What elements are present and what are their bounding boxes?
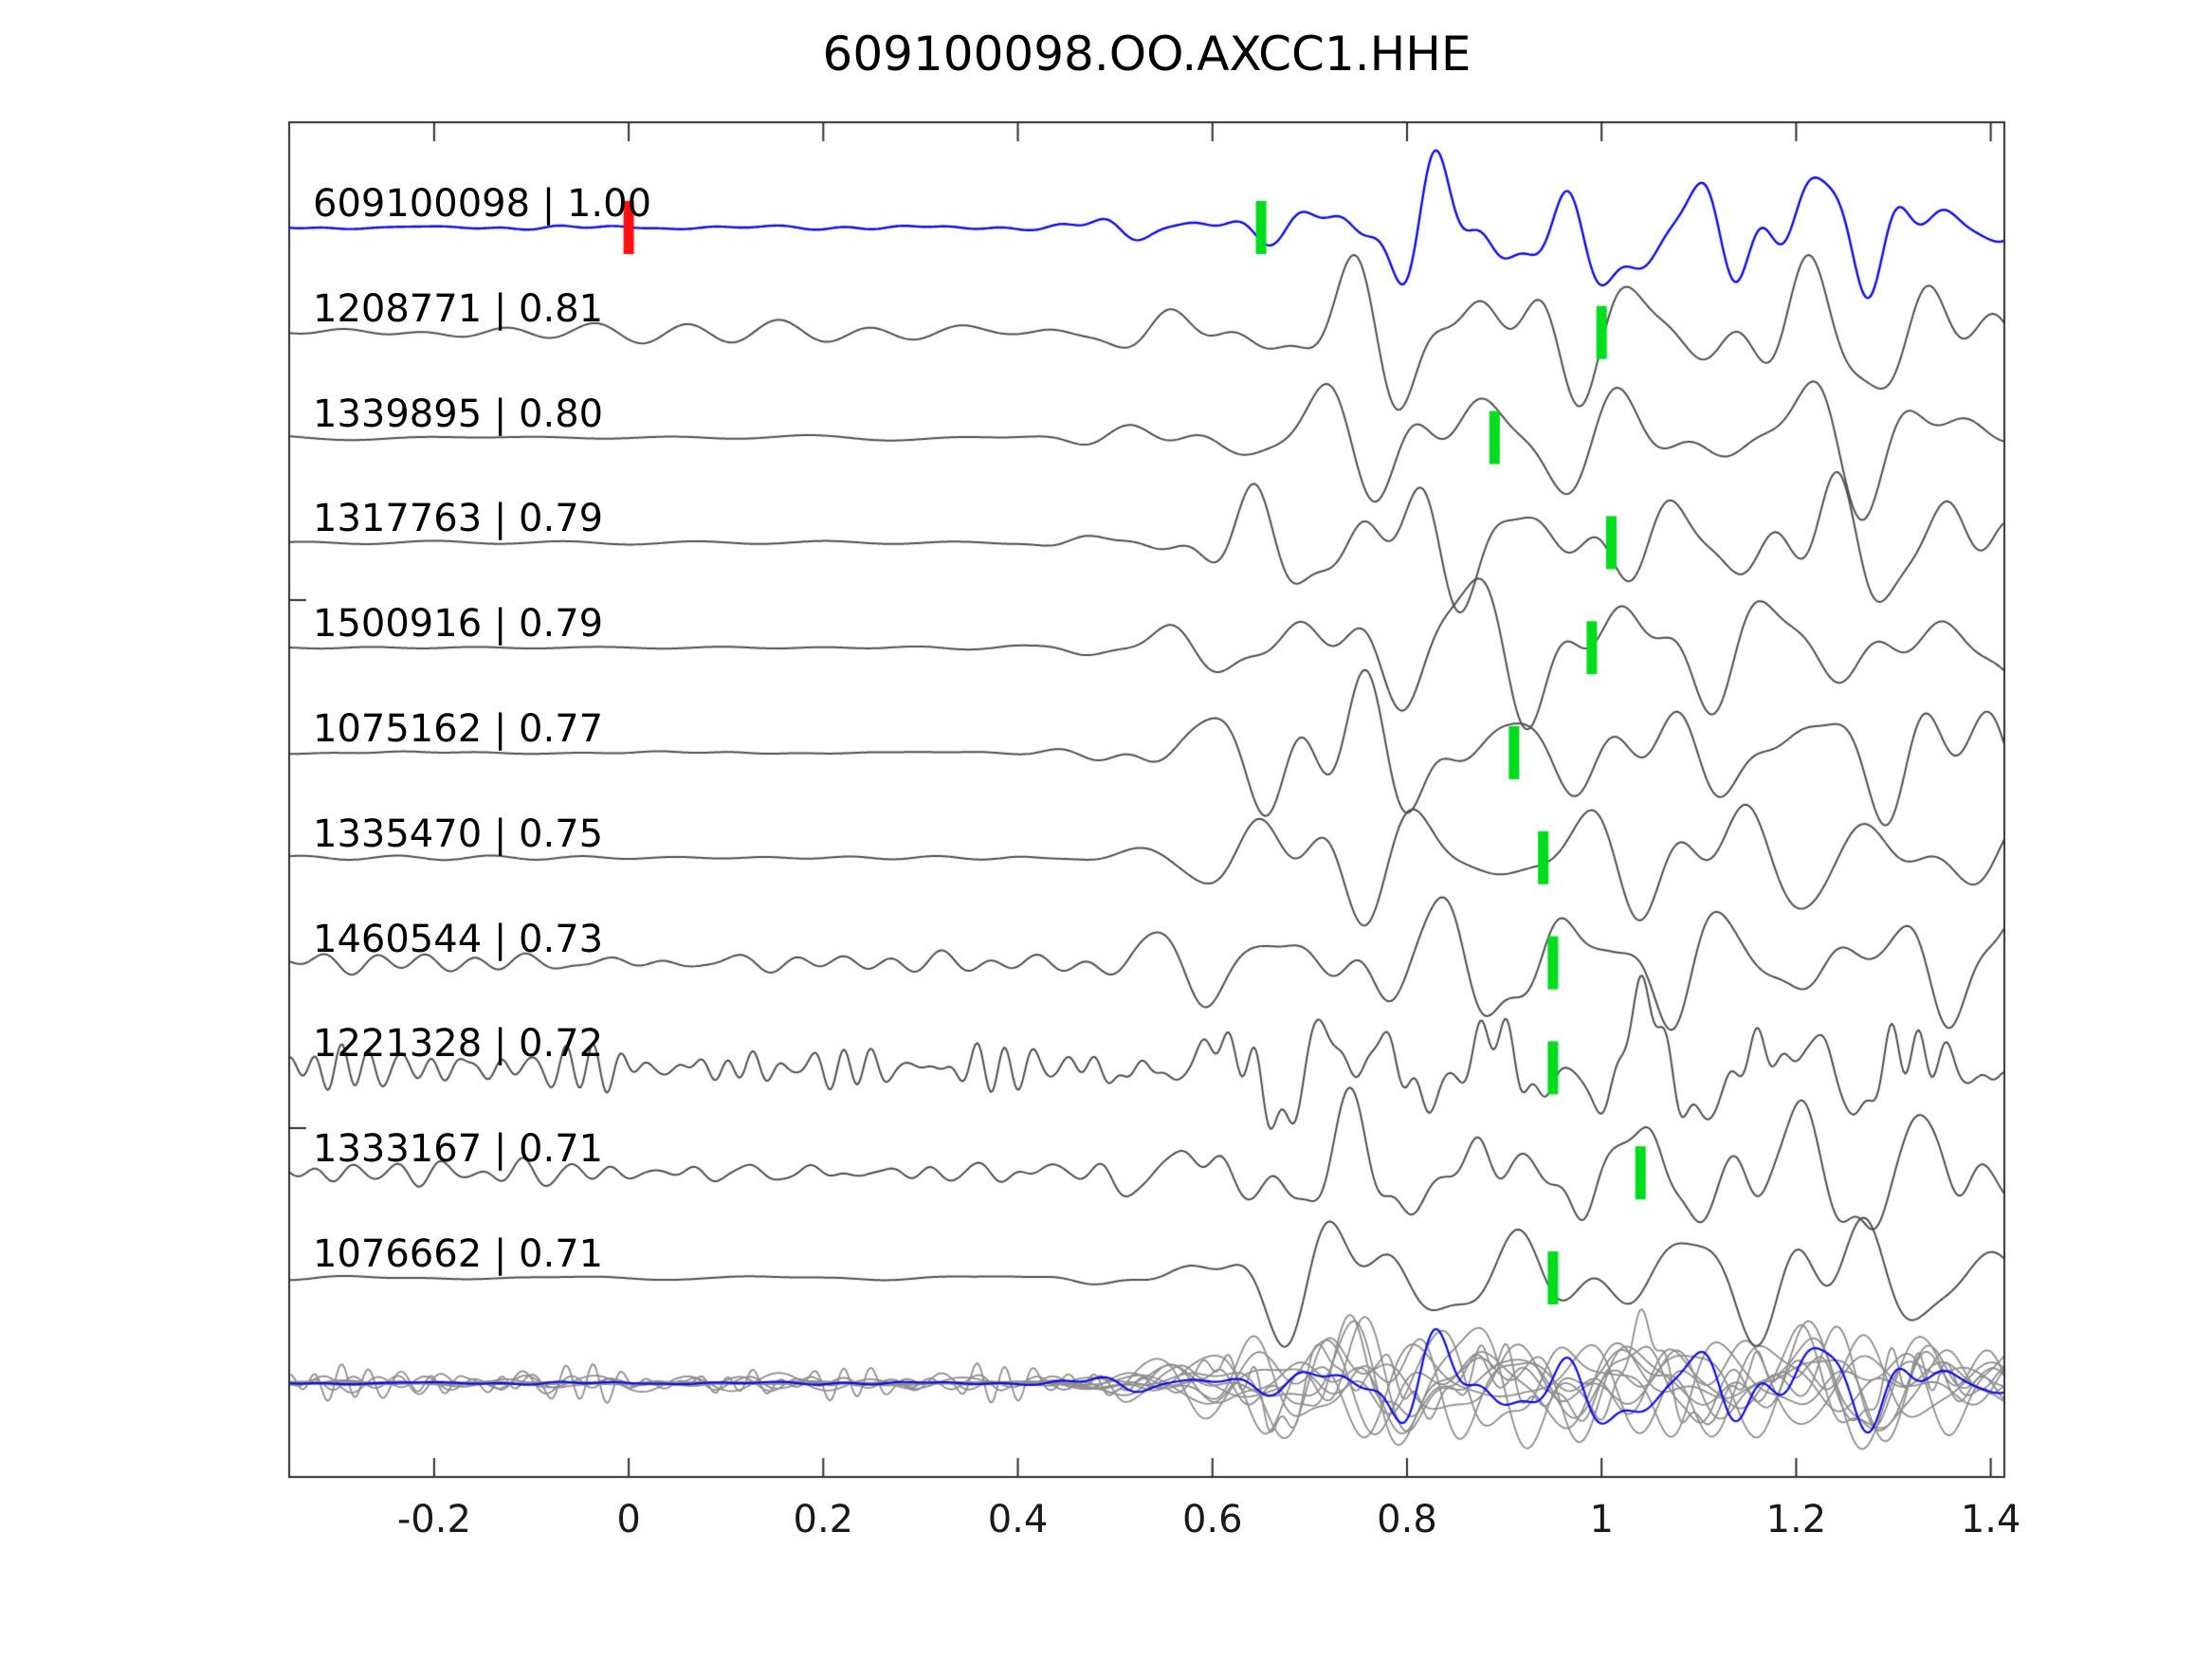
x-tick-label: 0.2 [793,1498,854,1541]
x-tick-label: 1.4 [1960,1498,2021,1541]
trace-label: 1221328 | 0.72 [313,1022,604,1066]
x-tick-label: 0.8 [1377,1498,1437,1541]
trace-label: 1208771 | 0.81 [313,286,604,331]
plot-title: 609100098.OO.AXCC1.HHE [822,27,1472,82]
trace-label: 1076662 | 0.71 [313,1232,604,1276]
trace-label: 1333167 | 0.71 [313,1127,604,1172]
trace-label: 1335470 | 0.75 [313,811,604,856]
trace-label: 1339895 | 0.80 [313,392,604,436]
x-tick-label: 0.6 [1181,1498,1243,1541]
x-tick-label: 0 [616,1498,641,1541]
x-tick-label: 1 [1589,1498,1614,1541]
trace-label: 1317763 | 0.79 [313,497,604,541]
trace-label: 1075162 | 0.77 [313,707,604,751]
x-tick-label: -0.2 [396,1498,471,1541]
trace-label: 1460544 | 0.73 [313,917,604,961]
x-tick-label: 1.2 [1765,1498,1827,1541]
trace-label: 1500916 | 0.79 [313,602,604,647]
x-tick-label: 0.4 [987,1498,1049,1541]
trace-label: 609100098 | 1.00 [313,182,652,226]
